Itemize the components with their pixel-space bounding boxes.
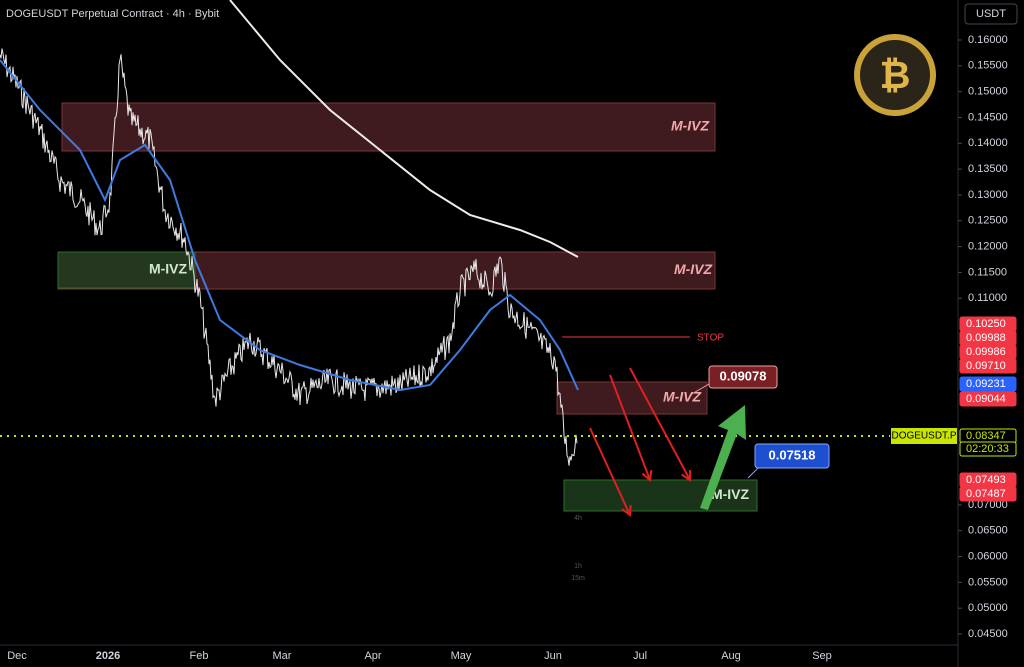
zone (563, 479, 758, 512)
price-badge-label: 0.09231 (966, 378, 1006, 390)
time-label: Feb (190, 650, 209, 662)
price-label: 0.15500 (968, 60, 1008, 72)
price-label: 0.05000 (968, 602, 1008, 614)
interval-label: 15m (571, 575, 585, 582)
zone-label: M-IVZ (663, 389, 702, 405)
zone (61, 102, 716, 152)
target-box (754, 443, 830, 469)
logo-mark: ₿ (880, 55, 911, 97)
target-box (708, 365, 778, 389)
interval-label: 4h (574, 515, 582, 522)
target-label: 0.07518 (769, 447, 816, 462)
price-badge-label: 0.08347 (966, 430, 1006, 442)
arrow (589, 427, 631, 516)
arrow (629, 367, 691, 481)
zone-label: M-IVZ (674, 261, 713, 277)
target-leader (747, 467, 759, 479)
symbol-label: DOGEUSDT.P (891, 431, 956, 442)
price-line (0, 48, 578, 466)
price-label: 0.15000 (968, 86, 1008, 98)
time-label: Jun (544, 650, 562, 662)
price-label: 0.11500 (968, 266, 1007, 278)
price-label: 0.12000 (968, 241, 1008, 253)
time-label: Apr (364, 650, 381, 662)
price-label: 0.11000 (968, 292, 1007, 304)
logo: ₿ (854, 34, 936, 116)
price-badge-label: 0.09988 (966, 332, 1006, 344)
price-badge-label: 0.09710 (966, 360, 1006, 372)
time-label: 2026 (96, 650, 120, 662)
price-badge (959, 376, 1017, 392)
target-leader (689, 383, 710, 396)
price-label: 0.05500 (968, 576, 1008, 588)
arrow-head (681, 469, 692, 482)
price-badge-label: 0.07493 (966, 474, 1006, 486)
price-badge-label: 0.10250 (966, 318, 1006, 330)
price-label: 0.06000 (968, 550, 1008, 562)
arrow (609, 374, 651, 481)
price-label: 0.07000 (968, 499, 1008, 511)
time-label: Sep (812, 650, 832, 662)
price-badge-label: 0.07487 (966, 488, 1006, 500)
zone (57, 251, 196, 289)
fast-ma (0, 59, 579, 392)
price-label: 0.13500 (968, 163, 1008, 175)
zone (556, 381, 708, 415)
price-badge-label: 0.09986 (966, 346, 1006, 358)
currency: USDT (976, 8, 1006, 20)
price-badge-label: 0.09044 (966, 393, 1006, 405)
time-label: Aug (721, 650, 741, 662)
time-label: Mar (273, 650, 292, 662)
symbol-tag (891, 428, 957, 444)
zone-label: M-IVZ (671, 118, 710, 134)
green-arrow (700, 405, 746, 510)
time-label: Jul (633, 650, 647, 662)
interval-label: 1h (574, 563, 582, 570)
price-badge (959, 391, 1017, 407)
currency-box (964, 3, 1018, 25)
slow-ma (229, 0, 579, 258)
price-label: 0.14500 (968, 111, 1008, 123)
arrow-head (621, 504, 632, 517)
zone-label: M-IVZ (711, 486, 750, 502)
time-label: May (451, 650, 472, 662)
price-label: 0.14000 (968, 137, 1008, 149)
arrow-head (641, 469, 653, 482)
logo-inner (860, 40, 930, 110)
price-label: 0.12500 (968, 215, 1008, 227)
time-label: Dec (7, 650, 27, 662)
target-label: 0.09078 (720, 368, 767, 383)
price-label: 0.04500 (968, 628, 1008, 640)
price-badge (959, 358, 1017, 374)
price-badge-label: 02:20:33 (966, 443, 1009, 455)
price-badge (959, 486, 1017, 502)
price-badge (959, 441, 1017, 457)
zone-label: M-IVZ (149, 261, 188, 277)
stop-label: STOP (697, 333, 724, 344)
price-label: 0.13000 (968, 189, 1008, 201)
price-label: 0.16000 (968, 34, 1008, 46)
price-label: 0.06500 (968, 525, 1008, 537)
header-title: DOGEUSDT Perpetual Contract · 4h · Bybit (6, 8, 219, 20)
